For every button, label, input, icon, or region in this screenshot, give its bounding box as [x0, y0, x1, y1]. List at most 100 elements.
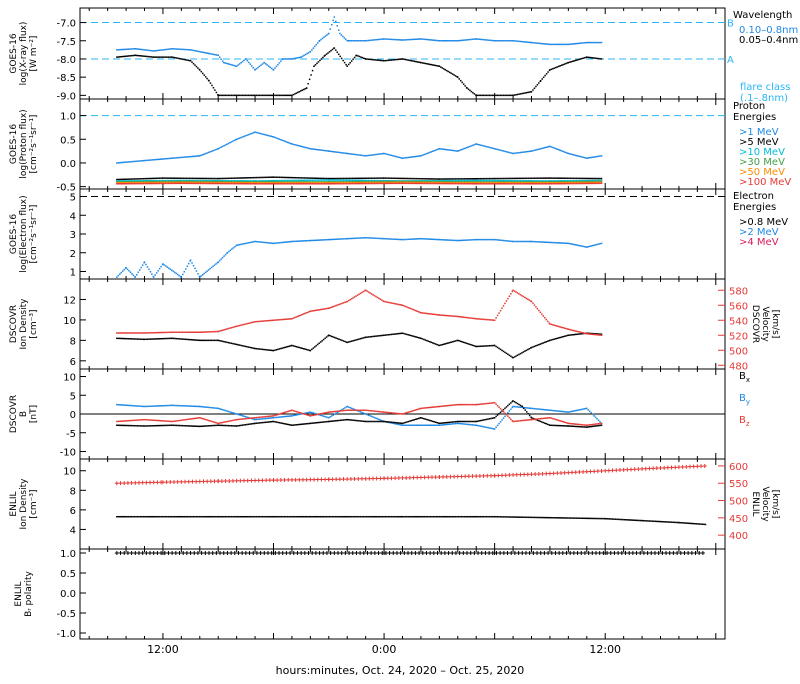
xray-series-1-point: [262, 95, 264, 97]
electron-series-0-point: [332, 239, 334, 241]
xray-series-0-point: [595, 42, 597, 44]
dscovr_bfield-series-1-point: [231, 425, 233, 427]
dscovr_density_velocity-series-1-point: [534, 304, 536, 306]
dscovr_bfield-series-1-point: [326, 421, 328, 423]
dscovr_bfield-series-0-point: [214, 407, 216, 409]
electron-series-0-point: [415, 238, 417, 240]
electron-series-0-point: [317, 239, 319, 241]
xray-series-1-point: [327, 52, 329, 54]
xray-series-1-point: [213, 87, 215, 89]
proton-series-5-point: [334, 183, 336, 185]
dscovr_bfield-series-1-point: [147, 425, 149, 427]
proton-series-1-point: [116, 179, 118, 181]
proton-series-1-point: [537, 177, 539, 179]
proton-series-1-point: [490, 178, 492, 180]
proton-series-2-point: [284, 180, 286, 182]
dscovr_bfield-series-0-point: [144, 406, 146, 408]
dscovr_density_velocity-series-1-point: [457, 316, 459, 318]
dscovr_bfield-series-0-point: [475, 425, 477, 427]
proton-series-0-point: [518, 152, 520, 154]
dscovr_density_velocity-series-0-point: [402, 332, 404, 334]
proton-series-0-point: [271, 136, 273, 138]
dscovr_bfield-series-0-point: [177, 405, 179, 407]
xray-series-0-point: [264, 62, 266, 64]
proton-series-5-point: [240, 183, 242, 185]
xray-series-0-point: [224, 62, 226, 64]
xray-series-1-point: [346, 65, 348, 67]
xray-series-0-point: [473, 38, 475, 40]
dscovr_density_velocity-series-0-point: [141, 338, 143, 340]
dscovr_density_velocity-series-1-point: [279, 319, 281, 321]
xray-series-0-point: [568, 44, 570, 46]
dscovr_bfield-series-0-point: [199, 406, 201, 408]
proton-series-5-point: [484, 183, 486, 185]
proton-legend-title-1: Energies: [733, 112, 776, 123]
dscovr_density_velocity-series-0-point: [179, 338, 181, 340]
xray-series-0-point: [520, 41, 522, 43]
dscovr_density_velocity-series-0-point: [161, 338, 163, 340]
xray-series-0-point: [598, 42, 600, 44]
proton-series-0-point: [173, 157, 175, 159]
electron-series-0-point: [340, 238, 342, 240]
electron-series-0-point: [313, 240, 315, 242]
proton-series-0-point: [232, 140, 234, 142]
electron-series-0-point: [199, 276, 201, 278]
proton-series-0-point: [592, 157, 594, 159]
xray-series-0-point: [282, 58, 284, 60]
dscovr_density_velocity-series-0-point: [194, 339, 196, 341]
dscovr_density_velocity-series-1-point: [398, 304, 400, 306]
dscovr_bfield-series-0-point: [192, 405, 194, 407]
dscovr_density_velocity-series-1-point: [212, 331, 214, 333]
xray-series-1-point: [219, 95, 221, 97]
dscovr_density_velocity-series-1-point: [183, 332, 185, 334]
proton-series-1-point: [371, 177, 373, 179]
xray-series-0-point: [139, 49, 141, 51]
proton-series-5-point: [328, 183, 330, 185]
dscovr_bfield-series-1-point: [494, 417, 496, 419]
proton-series-5-point: [327, 183, 329, 185]
xray-series-0-point: [383, 38, 385, 40]
dscovr_bfield-series-2-point: [160, 420, 162, 422]
xray-series-0-point: [552, 44, 554, 46]
xray-series-0-point: [200, 51, 202, 53]
dscovr_density_velocity-series-1-point: [510, 293, 512, 295]
dscovr_bfield-series-1-point: [411, 420, 413, 422]
xray-series-0-point: [377, 39, 379, 41]
proton-series-5-point: [428, 183, 430, 185]
proton-series-0-point: [590, 157, 592, 159]
dscovr_bfield-series-0-point: [576, 410, 578, 412]
xray-series-0-point: [202, 51, 204, 53]
proton-series-5-point: [268, 183, 270, 185]
xray-series-1-point: [183, 59, 185, 61]
proton-series-1-point: [582, 178, 584, 180]
dscovr_bfield-series-0-point: [557, 410, 559, 412]
dscovr_bfield-series-1-point: [481, 420, 483, 422]
xray-series-1-point: [287, 95, 289, 97]
xray-ylabel-2: [W m⁻²]: [29, 36, 39, 72]
proton-series-0-point: [414, 156, 416, 158]
dscovr_density_velocity-series-1-point: [599, 334, 601, 336]
dscovr_density_velocity-series-0-point: [273, 350, 275, 352]
dscovr_density_velocity-series-0-point: [259, 348, 261, 350]
proton-series-0-point: [584, 157, 586, 159]
dscovr_density_velocity-series-1-point: [449, 315, 451, 317]
dscovr_bfield-series-1-point: [405, 422, 407, 424]
xray-series-1-point: [411, 60, 413, 62]
proton-series-5-point: [129, 183, 131, 185]
dscovr_bfield-series-0-point: [182, 405, 184, 407]
proton-series-5-point: [216, 183, 218, 185]
dscovr_density_velocity-series-1-point: [416, 311, 418, 313]
dscovr_density_velocity-series-0-point: [405, 333, 407, 335]
proton-series-5-point: [568, 183, 570, 185]
dscovr_density_velocity-series-0-point: [480, 346, 482, 348]
dscovr_bfield-legend-entry-0: Bx: [739, 371, 750, 384]
proton-series-1-point: [378, 177, 380, 179]
dscovr_bfield-series-1-point: [601, 425, 603, 427]
proton-series-1-point: [189, 178, 191, 180]
electron-series-0-point: [507, 240, 509, 242]
dscovr_bfield-series-0-point: [194, 406, 196, 408]
electron-series-0-point: [285, 241, 287, 243]
xray-series-1-point: [299, 91, 301, 93]
dscovr_density_velocity-series-1-point: [282, 319, 284, 321]
dscovr_density_velocity-series-1-point: [266, 320, 268, 322]
